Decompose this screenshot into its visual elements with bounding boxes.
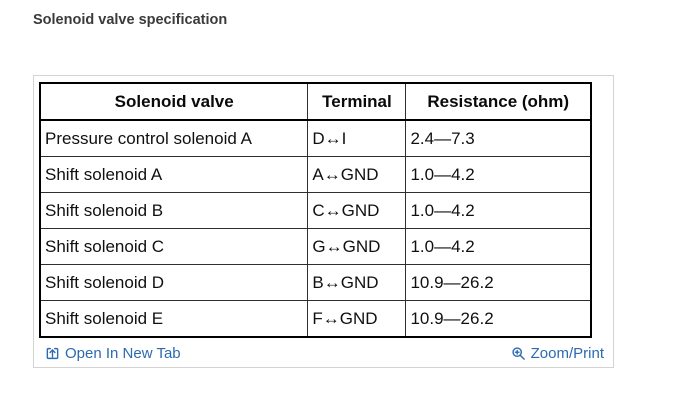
table-row: Shift solenoid D B↔GND 10.9—26.2: [39, 264, 592, 301]
table-row: Shift solenoid E F↔GND 10.9—26.2: [39, 300, 592, 338]
valve-cell: Shift solenoid E: [39, 300, 309, 338]
table-row: Shift solenoid B C↔GND 1.0—4.2: [39, 192, 592, 229]
terminal-cell: A↔GND: [307, 156, 407, 193]
terminal-cell: D↔I: [307, 119, 407, 157]
valve-cell: Shift solenoid C: [39, 228, 309, 265]
terminal-cell: F↔GND: [307, 300, 407, 338]
col-header-resistance: Resistance (ohm): [405, 82, 592, 121]
valve-cell: Pressure control solenoid A: [39, 119, 309, 157]
valve-cell: Shift solenoid B: [39, 192, 309, 229]
solenoid-spec-table: Solenoid valve Terminal Resistance (ohm)…: [39, 82, 592, 338]
col-header-solenoid-valve: Solenoid valve: [39, 82, 309, 121]
table-row: Shift solenoid C G↔GND 1.0—4.2: [39, 228, 592, 265]
col-header-terminal: Terminal: [307, 82, 407, 121]
terminal-cell: C↔GND: [307, 192, 407, 229]
zoom-print-link[interactable]: Zoom/Print: [511, 345, 604, 362]
table-header-row: Solenoid valve Terminal Resistance (ohm): [39, 82, 592, 121]
table-row: Shift solenoid A A↔GND 1.0—4.2: [39, 156, 592, 193]
resistance-cell: 10.9—26.2: [405, 264, 592, 301]
table-row: Pressure control solenoid A D↔I 2.4—7.3: [39, 119, 592, 157]
valve-cell: Shift solenoid A: [39, 156, 309, 193]
open-in-new-tab-icon: [46, 347, 59, 360]
valve-cell: Shift solenoid D: [39, 264, 309, 301]
open-in-new-tab-link[interactable]: Open In New Tab: [45, 345, 181, 362]
resistance-cell: 2.4—7.3: [405, 119, 592, 157]
terminal-cell: G↔GND: [307, 228, 407, 265]
resistance-cell: 1.0—4.2: [405, 156, 592, 193]
open-in-new-tab-label: Open In New Tab: [65, 345, 181, 362]
resistance-cell: 1.0—4.2: [405, 192, 592, 229]
page-title: Solenoid valve specification: [33, 12, 228, 28]
spec-widget: Solenoid valve Terminal Resistance (ohm)…: [33, 75, 614, 368]
resistance-cell: 10.9—26.2: [405, 300, 592, 338]
magnifier-plus-icon: [511, 347, 525, 360]
resistance-cell: 1.0—4.2: [405, 228, 592, 265]
widget-footer: Open In New Tab Zoom/Print: [34, 345, 613, 362]
zoom-print-label: Zoom/Print: [530, 345, 604, 362]
terminal-cell: B↔GND: [307, 264, 407, 301]
